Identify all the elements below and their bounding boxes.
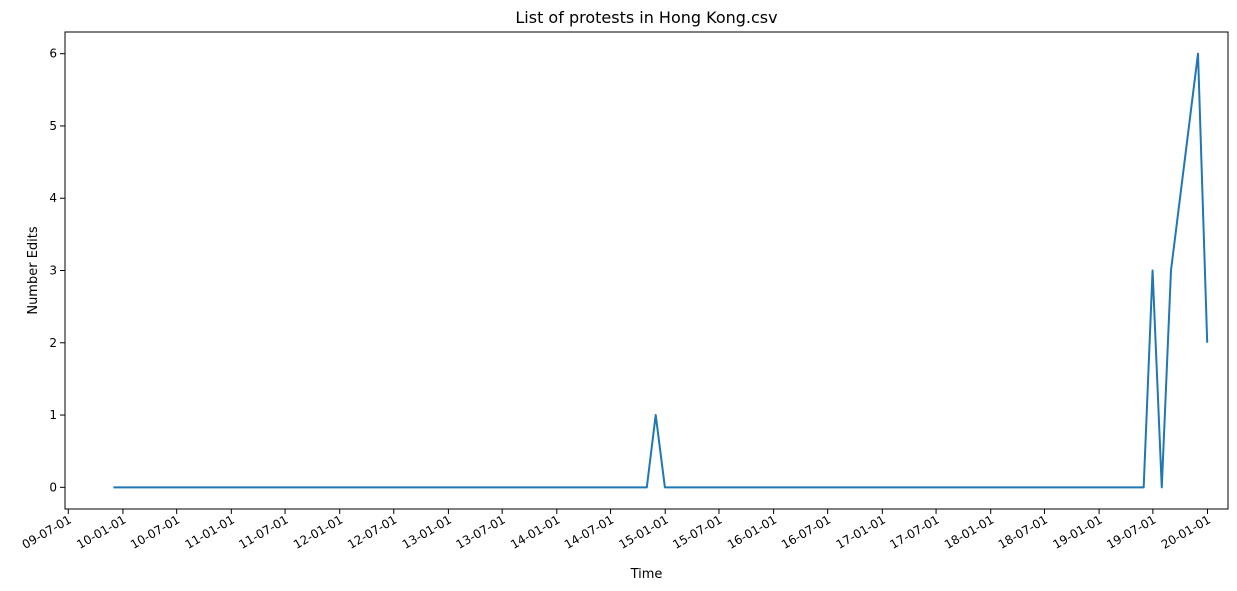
chart-title: List of protests in Hong Kong.csv <box>515 8 777 27</box>
y-axis: 0 1 2 3 4 5 6 <box>49 47 65 494</box>
x-tick-label: 13-07-01 <box>453 512 507 551</box>
x-tick-label: 15-07-01 <box>670 512 724 551</box>
x-tick-label: 19-01-01 <box>1050 512 1104 551</box>
y-axis-title: Number Edits <box>26 226 41 315</box>
y-tick-label: 2 <box>49 336 57 350</box>
x-tick-label: 14-01-01 <box>508 512 562 551</box>
x-tick-label: 10-07-01 <box>128 512 182 551</box>
plot-area <box>64 31 1229 510</box>
y-tick-label: 5 <box>49 119 57 133</box>
y-tick-label: 3 <box>49 264 57 278</box>
x-axis-title: Time <box>630 567 663 582</box>
x-tick-label: 19-07-01 <box>1104 512 1158 551</box>
x-tick-label: 11-01-01 <box>183 512 237 551</box>
x-tick-label: 18-07-01 <box>996 512 1050 551</box>
x-tick-label: 12-01-01 <box>291 512 345 551</box>
x-tick-label: 09-07-01 <box>20 512 74 551</box>
y-tick-label: 1 <box>49 408 57 422</box>
x-tick-label: 18-01-01 <box>942 512 996 551</box>
y-tick-label: 6 <box>49 47 57 61</box>
x-tick-label: 15-01-01 <box>617 512 671 551</box>
x-tick-label: 17-07-01 <box>887 512 941 551</box>
y-tick-label: 4 <box>49 191 57 205</box>
x-tick-label: 17-01-01 <box>834 512 888 551</box>
x-tick-label: 20-01-01 <box>1159 512 1213 551</box>
x-tick-label: 13-01-01 <box>400 512 454 551</box>
x-tick-label: 11-07-01 <box>236 512 290 551</box>
x-tick-label: 16-07-01 <box>779 512 833 551</box>
x-tick-label: 14-07-01 <box>562 512 616 551</box>
x-axis: 09-07-01 10-01-01 10-07-01 11-01-01 11-07-01… <box>20 509 1213 552</box>
y-tick-label: 0 <box>49 480 57 494</box>
x-tick-label: 16-01-01 <box>725 512 779 551</box>
x-tick-label: 10-01-01 <box>74 512 128 551</box>
x-tick-label: 12-07-01 <box>345 512 399 551</box>
series-line <box>113 52 1209 489</box>
